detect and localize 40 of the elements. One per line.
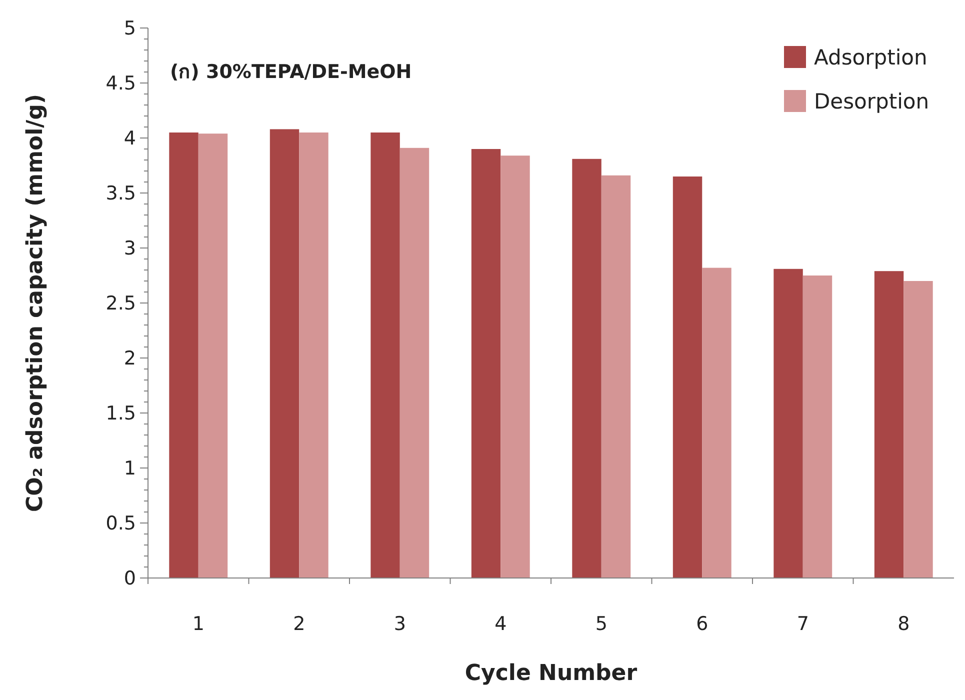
bar — [270, 129, 300, 578]
y-tick-label: 0 — [124, 568, 136, 590]
bar — [802, 276, 832, 578]
x-tick-label: 5 — [595, 613, 608, 635]
bar — [904, 281, 933, 578]
y-axis-title: CO₂ adsorption capacity (mmol/g) — [23, 94, 48, 512]
bar — [572, 158, 602, 578]
bar — [774, 268, 803, 578]
bar — [702, 268, 732, 578]
text: (ก) 30%TEPA/DE-MeOH — [170, 61, 412, 83]
y-tick-label: 2 — [124, 348, 136, 370]
bar — [601, 175, 631, 578]
bar — [370, 132, 400, 578]
y-tick-label: 3 — [124, 238, 136, 260]
bar — [874, 271, 904, 578]
bar — [299, 132, 328, 578]
bar — [198, 134, 228, 578]
x-tick-label: 8 — [898, 613, 910, 635]
legend-label: Desorption — [814, 89, 930, 114]
y-tick-label: 4.5 — [106, 72, 136, 95]
y-tick-label: 1 — [124, 458, 136, 480]
x-tick-label: 1 — [192, 613, 204, 635]
y-tick-label: 2.5 — [106, 292, 136, 315]
bar — [500, 156, 530, 578]
x-tick-label: 3 — [394, 613, 406, 635]
x-axis-title: Cycle Number — [464, 661, 638, 686]
y-tick-label: 1.5 — [106, 402, 136, 425]
bar — [169, 132, 198, 578]
x-tick-label: 6 — [696, 613, 708, 635]
x-tick-label: 7 — [796, 613, 809, 635]
x-tick-label: 4 — [494, 613, 507, 635]
y-tick-label: 5 — [124, 18, 136, 40]
bar — [471, 149, 501, 578]
y-tick-label: 4 — [124, 128, 136, 150]
bar — [400, 148, 430, 578]
x-tick-label: 2 — [293, 613, 306, 635]
legend-label: Adsorption — [814, 45, 928, 70]
y-tick-label: 0.5 — [106, 512, 136, 535]
bar — [672, 176, 702, 578]
y-tick-label: 3.5 — [106, 182, 136, 205]
